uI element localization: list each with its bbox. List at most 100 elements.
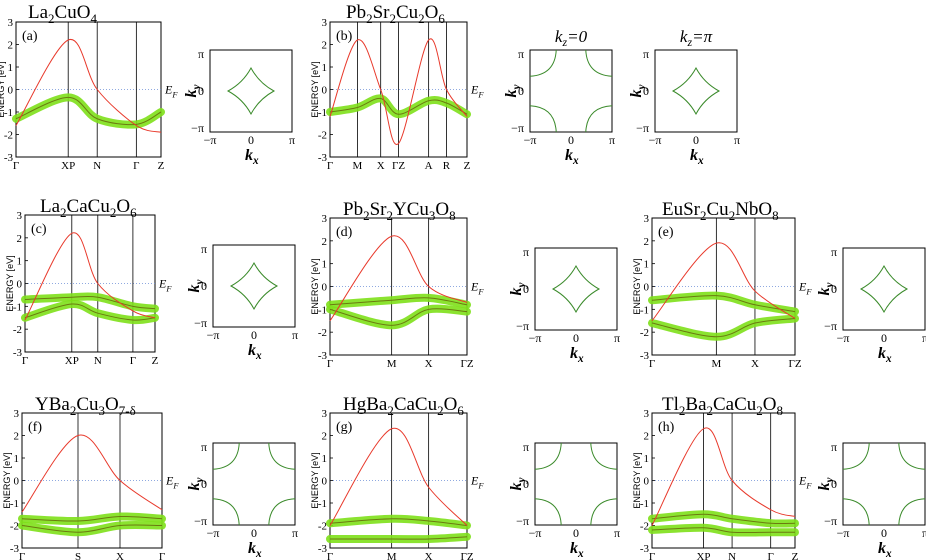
kpoint-label: Γ xyxy=(19,551,25,560)
panel-label: (f) xyxy=(28,420,42,435)
band-series xyxy=(15,39,162,133)
kx-axis-label: kx xyxy=(248,342,262,362)
kpoint-label: Γ xyxy=(130,355,136,367)
fat-band-core xyxy=(21,515,163,522)
panel-title: HgBa2CaCu2O6 xyxy=(343,394,464,418)
fs-tick-label: π xyxy=(609,133,615,147)
y-tick-label: -3 xyxy=(318,152,328,164)
fs-contour xyxy=(898,442,926,470)
y-tick-label: 3 xyxy=(8,17,14,29)
fs-tick-label: −π xyxy=(529,526,542,540)
y-axis-label: ENERGY [eV] xyxy=(310,258,320,314)
y-axis-label: ENERGY [eV] xyxy=(632,452,642,508)
band-series xyxy=(329,235,468,322)
fermi-surface-plot: −π 0 π π 0 −π kx ky xyxy=(508,245,620,365)
kx-axis-label: kx xyxy=(878,540,892,560)
fs-tick-label: π xyxy=(198,47,204,61)
fs-tick-label: −π xyxy=(649,133,662,147)
kpoint-label: X xyxy=(377,160,385,172)
fs-tick-label: π xyxy=(831,440,837,454)
fs-tick-label: π xyxy=(922,331,926,345)
fs-contour xyxy=(590,498,618,526)
panel-title: Tl2Ba2CaCu2O8 xyxy=(662,394,783,418)
fs-tick-label: −π xyxy=(824,514,837,528)
fs-tick-label: 0 xyxy=(573,331,579,345)
kpoint-label: XP xyxy=(696,551,710,560)
ky-axis-label: ky xyxy=(816,477,836,490)
fs-tick-label: π xyxy=(518,47,524,61)
fat-band-core xyxy=(329,308,468,326)
fs-frame xyxy=(654,49,738,133)
panel-title: La2CaCu2O6 xyxy=(40,196,137,220)
kpoint-label: R xyxy=(443,160,451,172)
y-tick-label: 1 xyxy=(322,453,328,465)
fs-contour xyxy=(551,264,601,314)
y-tick-label: -2 xyxy=(10,521,19,533)
y-tick-label: 0 xyxy=(322,85,328,97)
y-tick-label: 0 xyxy=(14,476,20,488)
fs-tick-label: π xyxy=(292,526,298,540)
fs-tick-label: 0 xyxy=(568,133,574,147)
fermi-label: EF xyxy=(165,474,179,491)
kx-axis-label: kx xyxy=(565,147,579,167)
y-tick-label: 3 xyxy=(644,213,650,225)
band-series xyxy=(329,427,468,526)
fat-band-core xyxy=(329,536,468,540)
kpoint-label: ΓZ xyxy=(460,358,473,370)
fs-tick-label: 0 xyxy=(248,133,254,147)
y-tick-label: 3 xyxy=(322,213,328,225)
kpoint-label: Γ xyxy=(649,358,655,370)
fermi-surface-plot: −π 0 π π 0 −π kx ky kz=0 xyxy=(503,27,615,167)
fermi-surface-plot: −π 0 π π 0 −π kx ky kz=π xyxy=(628,27,740,167)
fs-contour xyxy=(585,49,613,77)
fat-band-core xyxy=(651,317,796,338)
kz-label: kz=π xyxy=(680,27,713,49)
fs-tick-label: π xyxy=(922,526,926,540)
y-tick-label: 2 xyxy=(322,431,328,443)
y-tick-label: 0 xyxy=(644,282,650,294)
fermi-label: EF xyxy=(470,474,484,491)
fs-tick-label: 0 xyxy=(881,526,887,540)
y-tick-label: 3 xyxy=(17,210,23,222)
fs-contour xyxy=(268,442,296,470)
y-tick-label: -1 xyxy=(318,304,327,316)
kpoint-label: Γ xyxy=(159,551,165,560)
fs-contour xyxy=(842,498,870,526)
kpoint-label: X xyxy=(116,551,124,560)
fs-tick-label: π xyxy=(614,526,620,540)
y-tick-label: -1 xyxy=(10,498,19,510)
kpoint-label: Γ xyxy=(327,358,333,370)
y-tick-label: -1 xyxy=(640,304,649,316)
y-axis-label: ENERGY [eV] xyxy=(2,452,12,508)
kpoint-label: Z xyxy=(792,551,799,560)
kpoint-label: Γ xyxy=(327,160,333,172)
y-tick-label: -2 xyxy=(318,130,327,142)
fat-band-core xyxy=(329,97,468,115)
fermi-label: EF xyxy=(470,280,484,297)
y-tick-label: 1 xyxy=(17,256,23,268)
fs-contour xyxy=(529,49,557,77)
kpoint-label: Z xyxy=(152,355,159,367)
fs-contour xyxy=(268,498,296,526)
ky-axis-label: ky xyxy=(186,477,206,490)
panel-label: (b) xyxy=(336,29,353,44)
kpoint-label: Z xyxy=(158,160,165,172)
kpoint-label: XP xyxy=(65,355,79,367)
fat-band-core xyxy=(15,96,162,126)
kpoint-label: N xyxy=(728,551,736,560)
fs-contour xyxy=(859,264,909,314)
fs-contour xyxy=(534,442,562,470)
y-tick-label: -2 xyxy=(318,521,327,533)
y-tick-label: -3 xyxy=(318,350,328,362)
y-tick-label: -3 xyxy=(4,152,14,164)
fs-contour xyxy=(842,442,870,470)
y-tick-label: 2 xyxy=(14,431,20,443)
y-tick-label: 2 xyxy=(8,40,14,52)
band-series xyxy=(329,38,468,145)
fermi-surface-plot: −π 0 π π 0 −π kx ky xyxy=(816,440,926,560)
ky-axis-label: ky xyxy=(816,282,836,295)
fs-tick-label: 0 xyxy=(523,477,529,491)
band-series xyxy=(24,232,156,321)
kpoint-label: M xyxy=(711,358,721,370)
fs-tick-label: −π xyxy=(191,121,204,135)
